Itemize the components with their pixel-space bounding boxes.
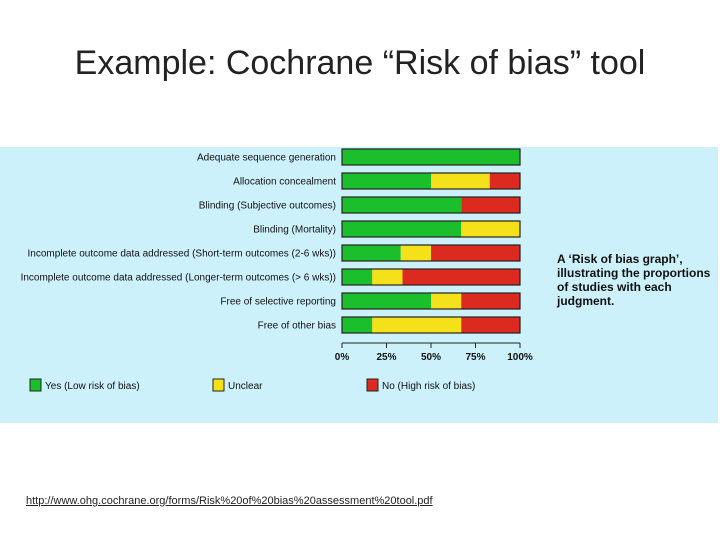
domain-label: Allocation concealment xyxy=(233,177,336,188)
legend-label: Yes (Low risk of bias) xyxy=(45,381,140,392)
x-tick-label: 0% xyxy=(335,352,350,363)
domain-label: Free of other bias xyxy=(258,321,336,332)
domain-label: Blinding (Mortality) xyxy=(253,225,336,236)
bar-segment xyxy=(342,149,520,165)
bar-outline xyxy=(341,316,521,334)
bar-segment xyxy=(431,293,462,309)
bar-segment xyxy=(461,317,520,333)
domain-label: Free of selective reporting xyxy=(220,297,336,308)
legend-label: No (High risk of bias) xyxy=(382,381,475,392)
graph-caption: A ‘Risk of bias graph’, illustrating the… xyxy=(557,252,711,308)
bar-segment xyxy=(461,221,520,237)
bar-outline xyxy=(341,268,521,286)
x-tick-label: 100% xyxy=(507,352,533,363)
risk-of-bias-panel: Adequate sequence generation Allocation c… xyxy=(0,147,718,423)
bar-outline xyxy=(341,148,521,166)
bar-segment xyxy=(461,293,520,309)
slide-title: Example: Cochrane “Risk of bias” tool xyxy=(74,44,646,82)
bar-segment xyxy=(342,245,401,261)
bar-segment xyxy=(489,173,520,189)
x-tick-label: 75% xyxy=(465,352,485,363)
bar-segment xyxy=(402,269,520,285)
legend-swatch xyxy=(366,378,379,392)
bar-outline xyxy=(341,220,521,238)
bar-segment xyxy=(342,293,431,309)
legend-swatch xyxy=(212,378,225,392)
source-link[interactable]: http://www.ohg.cochrane.org/forms/Risk%2… xyxy=(26,495,433,507)
bar-segment xyxy=(431,245,520,261)
bar-segment xyxy=(342,197,462,213)
legend-label: Unclear xyxy=(228,381,263,392)
x-tick-label: 25% xyxy=(376,352,396,363)
x-tick-label: 50% xyxy=(421,352,441,363)
bar-outline xyxy=(341,172,521,190)
bar-outline xyxy=(341,244,521,262)
bar-segment xyxy=(342,269,373,285)
bar-segment xyxy=(431,173,490,189)
bar-segment xyxy=(342,173,431,189)
bar-segment xyxy=(342,317,373,333)
legend-swatch xyxy=(29,378,42,392)
risk-of-bias-graph: Adequate sequence generation Allocation c… xyxy=(21,148,533,392)
domain-label: Incomplete outcome data addressed (Longe… xyxy=(21,273,336,284)
domain-label: Adequate sequence generation xyxy=(197,153,336,164)
bar-segment xyxy=(461,197,520,213)
bar-segment xyxy=(342,221,462,237)
bar-segment xyxy=(400,245,431,261)
bar-segment xyxy=(372,317,462,333)
domain-label: Blinding (Subjective outcomes) xyxy=(199,201,336,212)
domain-label: Incomplete outcome data addressed (Short… xyxy=(28,249,336,260)
bar-segment xyxy=(372,269,403,285)
bar-outline xyxy=(341,292,521,310)
bar-outline xyxy=(341,196,521,214)
